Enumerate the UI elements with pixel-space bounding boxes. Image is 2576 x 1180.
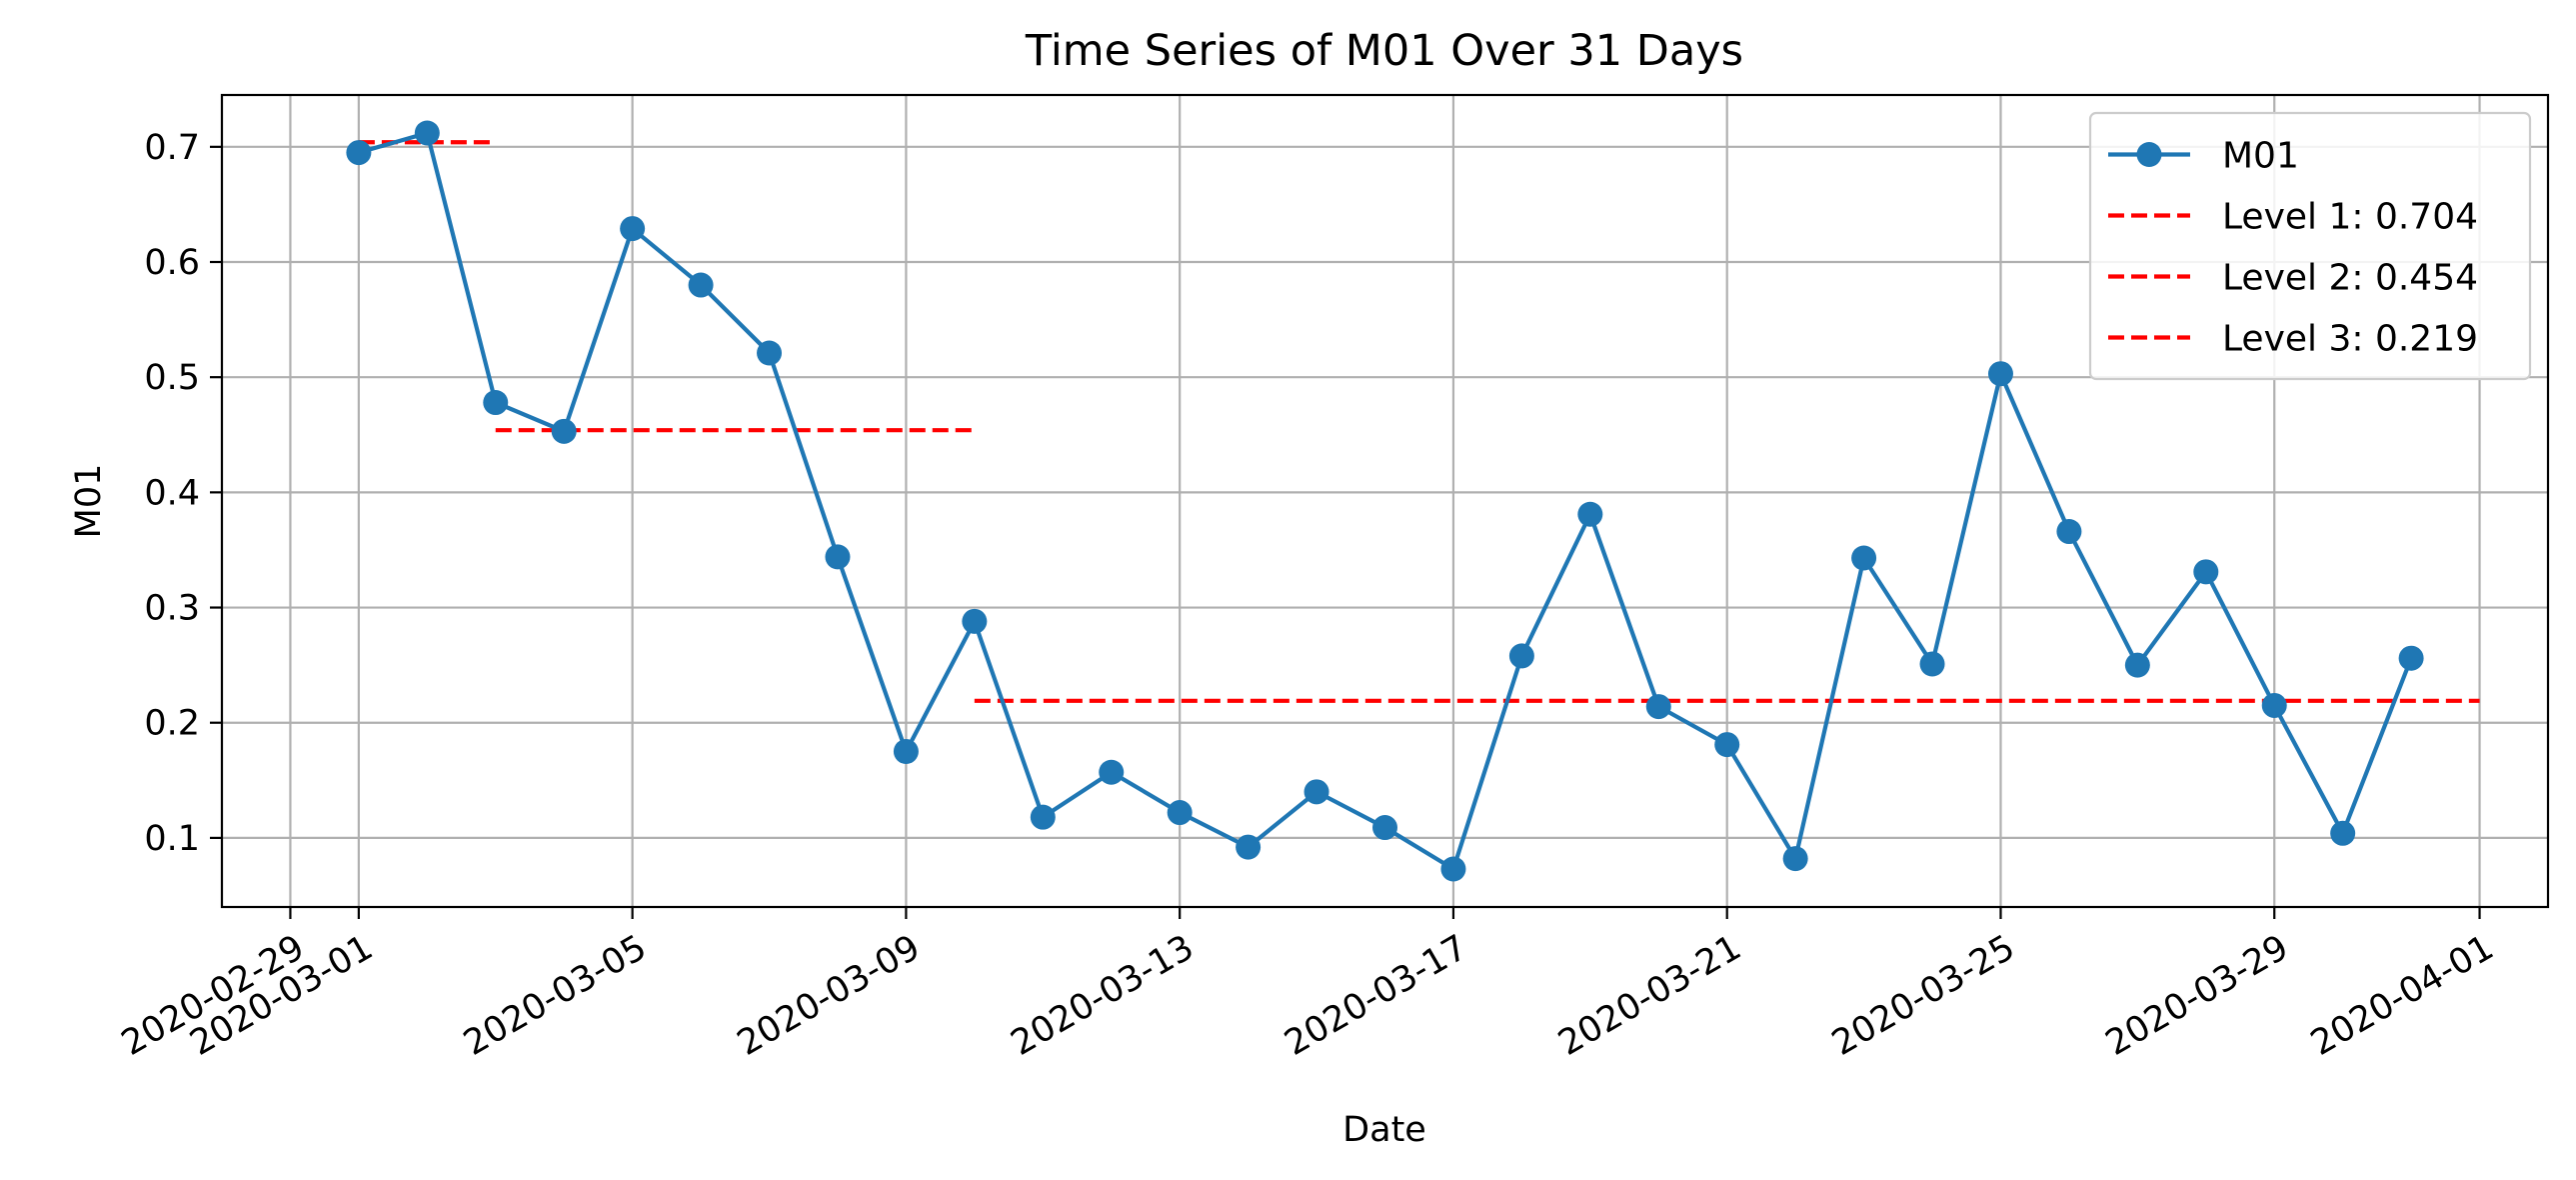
data-point: [1851, 545, 1877, 571]
data-point: [2398, 645, 2424, 671]
data-point: [1987, 361, 2013, 387]
y-tick-label: 0.2: [144, 704, 200, 744]
series-m01: [346, 120, 2424, 882]
data-point: [1167, 800, 1193, 826]
legend-label: Level 2: 0.454: [2222, 258, 2478, 299]
data-point: [1782, 846, 1808, 872]
chart-title: Time Series of M01 Over 31 Days: [1025, 26, 1743, 76]
data-point: [825, 544, 851, 570]
data-point: [2261, 692, 2287, 718]
data-point: [1714, 732, 1740, 758]
x-axis-title: Date: [1342, 1110, 1426, 1150]
data-point: [346, 140, 372, 166]
legend-label: Level 1: 0.704: [2222, 197, 2478, 238]
data-point: [551, 418, 577, 444]
data-point: [1099, 759, 1125, 785]
legend-frame: [2088, 111, 2532, 381]
data-point: [1440, 856, 1466, 882]
data-point: [1645, 694, 1671, 720]
data-point: [1030, 804, 1056, 830]
data-point: [2330, 820, 2356, 846]
legend-label: Level 3: 0.219: [2222, 319, 2478, 360]
legend: M01 Level 1: 0.704 Level 2: 0.454 Level 3: …: [2088, 111, 2532, 381]
data-point: [1236, 834, 1262, 860]
data-point: [757, 340, 783, 366]
data-point: [1919, 651, 1945, 677]
y-tick-label: 0.4: [144, 473, 200, 513]
y-tick-label: 0.7: [144, 128, 200, 168]
data-point: [1372, 815, 1397, 841]
data-point: [893, 739, 919, 765]
data-point: [2056, 519, 2082, 545]
data-point: [2193, 559, 2219, 585]
y-tick-label: 0.3: [144, 589, 200, 629]
data-point: [688, 272, 714, 298]
y-tick-label: 0.5: [144, 358, 200, 398]
y-axis-title: M01: [69, 464, 109, 539]
data-point: [483, 390, 509, 416]
data-point: [1303, 779, 1329, 805]
data-point: [414, 120, 440, 146]
data-point: [1577, 501, 1603, 527]
plot-frame: [220, 93, 2550, 909]
legend-series-marker: [2136, 142, 2162, 167]
y-tick-label: 0.1: [144, 819, 200, 859]
data-point: [962, 608, 988, 634]
data-point: [2124, 652, 2150, 678]
y-tick-label: 0.6: [144, 243, 200, 283]
data-point: [620, 216, 646, 242]
data-point: [1508, 643, 1534, 669]
legend-label: M01: [2222, 136, 2299, 177]
